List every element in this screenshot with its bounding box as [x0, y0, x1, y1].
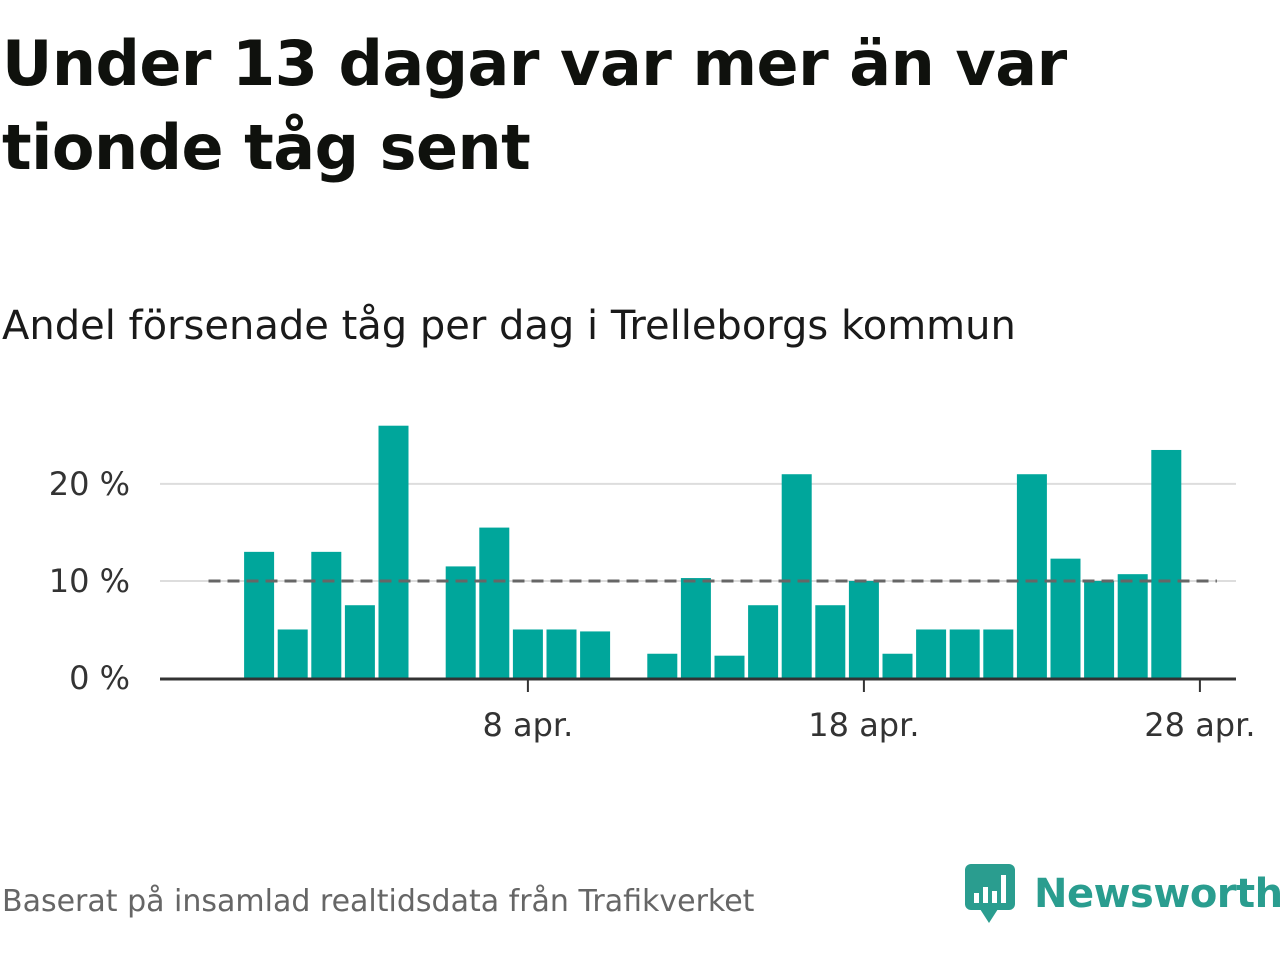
brand-name: Newsworthy	[1034, 871, 1280, 917]
bar	[983, 629, 1014, 678]
bar	[344, 605, 375, 678]
bars	[244, 425, 1182, 678]
bar	[378, 425, 409, 678]
bar	[277, 629, 308, 678]
bar	[714, 655, 745, 678]
y-tick-label: 10 %	[49, 562, 130, 600]
bar	[1117, 574, 1148, 678]
bar	[244, 551, 275, 678]
bar	[1084, 580, 1115, 678]
source-note: Baserat på insamlad realtidsdata från Tr…	[2, 884, 755, 919]
bar	[1016, 474, 1047, 678]
chart-title: Under 13 dagar var mer än var tionde tåg…	[2, 27, 1067, 184]
bar	[546, 629, 577, 678]
bar	[1151, 449, 1182, 678]
chart-subtitle: Andel försenade tåg per dag i Trelleborg…	[2, 303, 1016, 349]
axes: 0 % 10 % 20 % 8 apr. 18 apr. 28 apr.	[49, 465, 1256, 744]
bar-chart: 0 % 10 % 20 % 8 apr. 18 apr. 28 apr.	[49, 425, 1256, 744]
bar	[479, 527, 510, 678]
x-tick-label: 18 apr.	[808, 706, 919, 744]
y-tick-label: 0 %	[69, 659, 130, 697]
bar	[512, 629, 543, 678]
x-tick-label: 28 apr.	[1144, 706, 1255, 744]
bar	[311, 551, 342, 678]
bar	[647, 653, 678, 678]
bar	[949, 629, 980, 678]
bar	[815, 605, 846, 678]
bar	[445, 566, 476, 678]
x-tick-label: 8 apr.	[482, 706, 573, 744]
bar	[781, 474, 812, 678]
bar	[580, 631, 611, 678]
bar	[680, 578, 711, 678]
bar	[1050, 558, 1081, 678]
y-tick-label: 20 %	[49, 465, 130, 503]
bar	[748, 605, 779, 678]
bar	[848, 580, 879, 678]
bar	[882, 653, 913, 678]
bar	[916, 629, 947, 678]
newsworthy-logo-icon	[965, 864, 1015, 923]
brand-logo: Newsworthy	[964, 862, 1280, 926]
